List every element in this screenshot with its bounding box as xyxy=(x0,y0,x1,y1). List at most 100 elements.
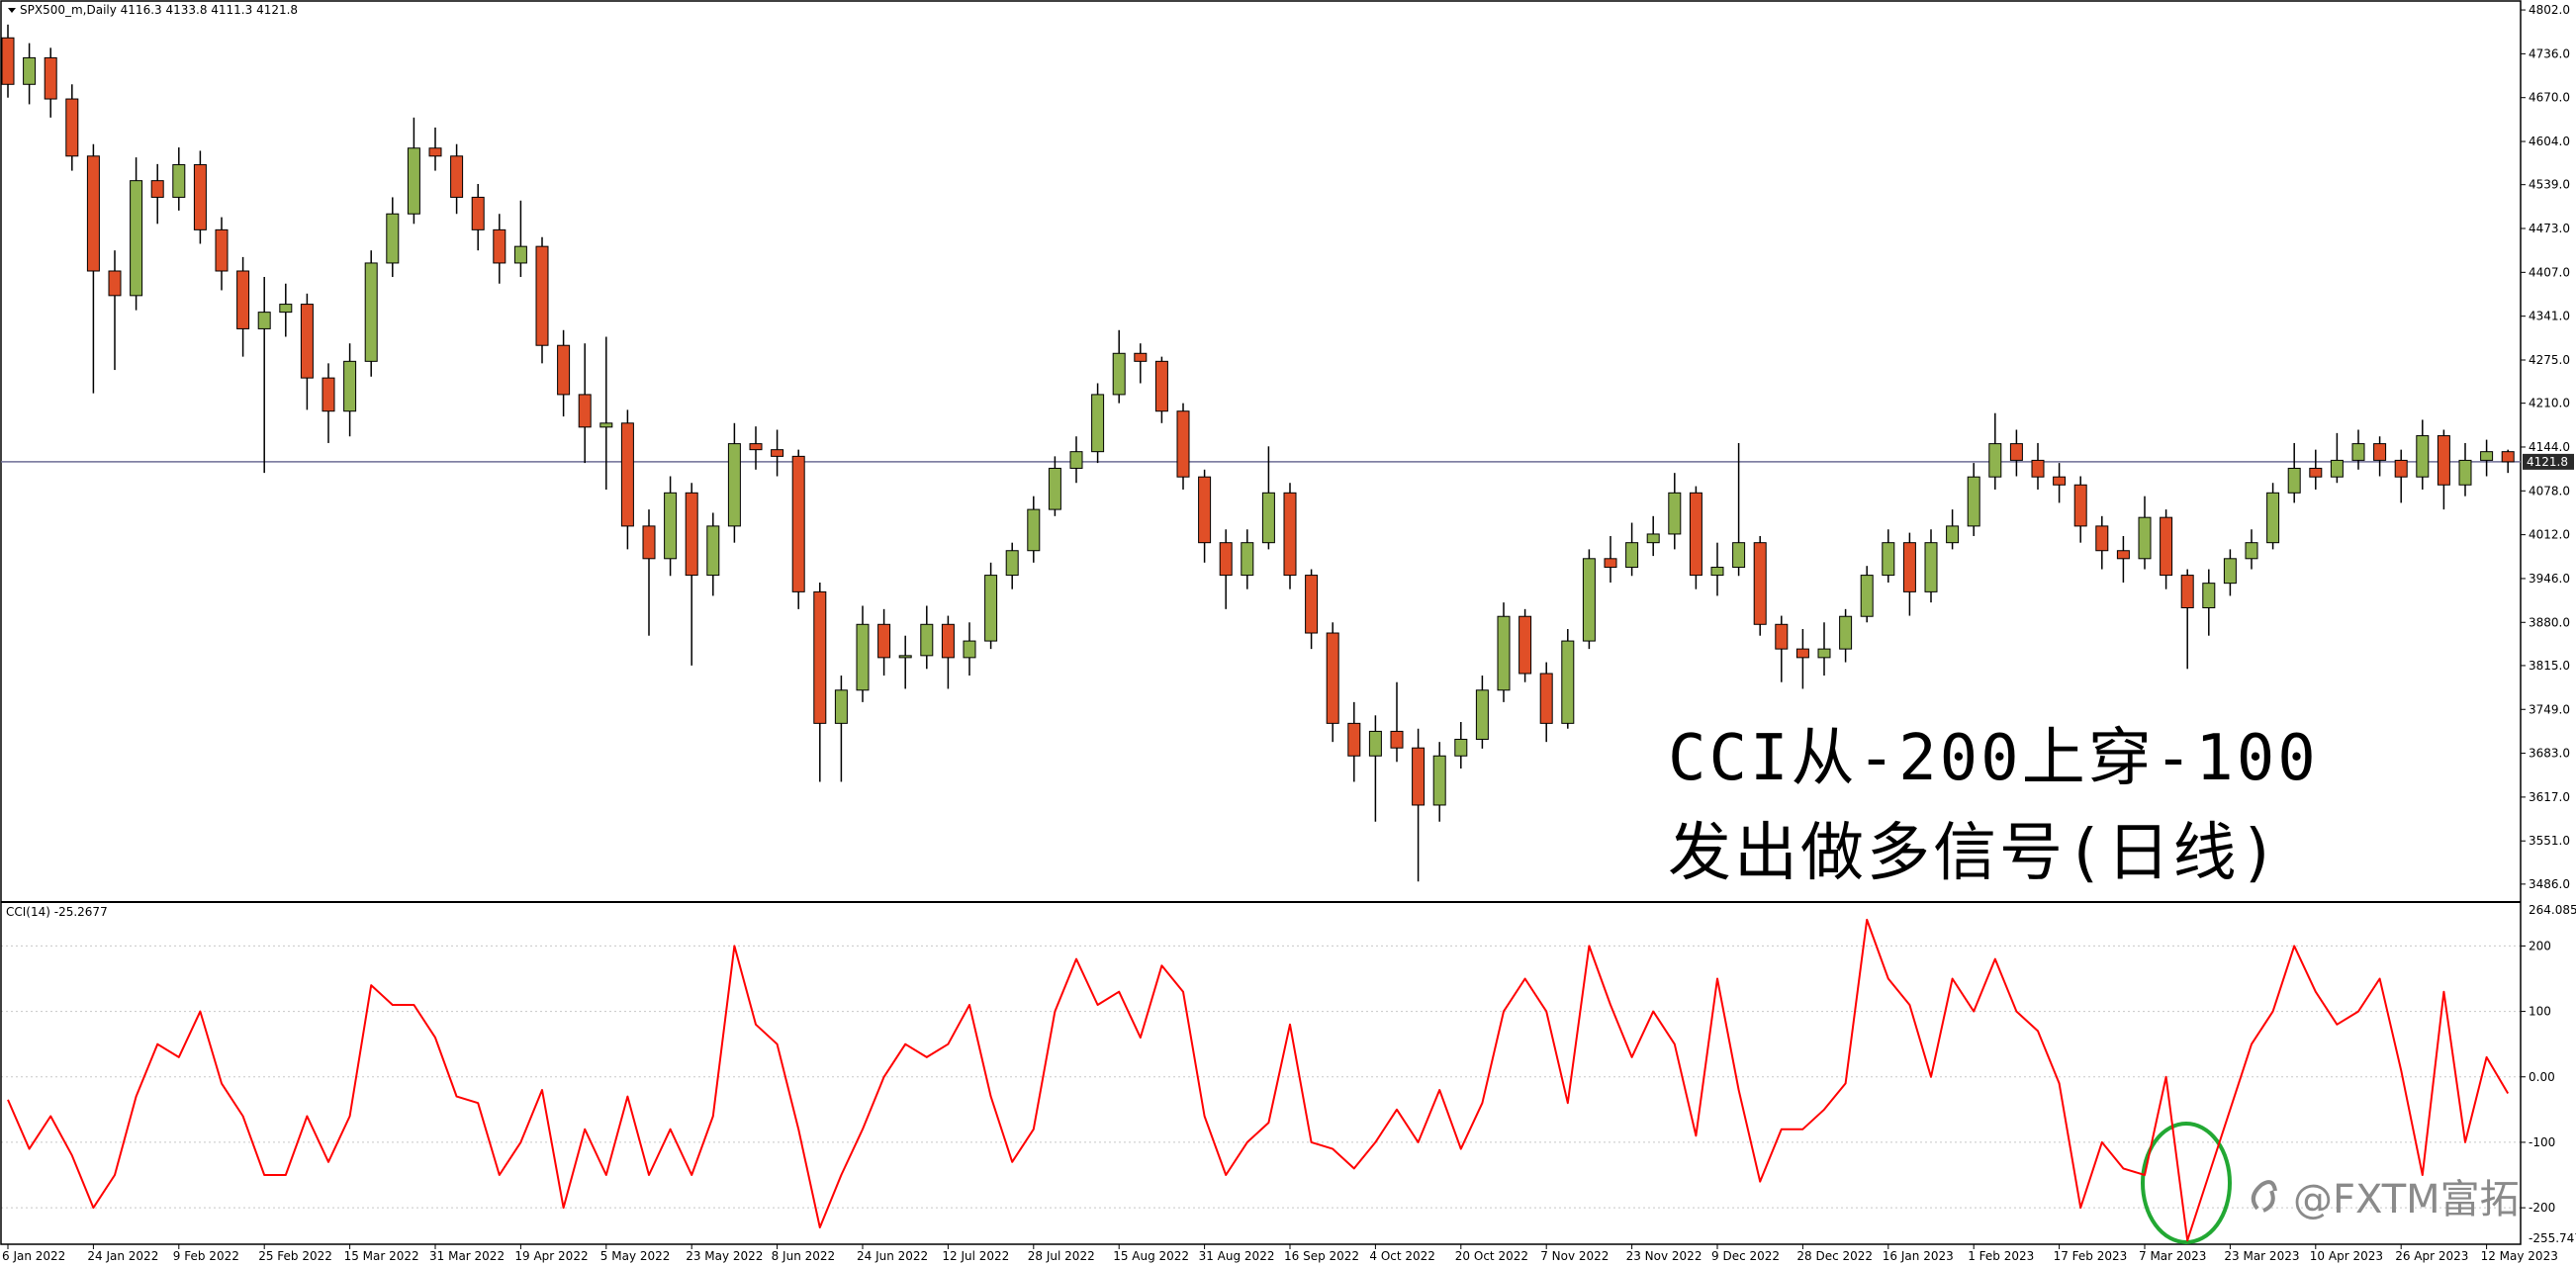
candle-body xyxy=(578,394,592,428)
candle-body xyxy=(2330,459,2344,478)
y-tick-label: 3749.0 xyxy=(2529,702,2570,716)
candle-body xyxy=(279,304,293,314)
candle-body xyxy=(1069,451,1083,469)
x-tick-label: 23 May 2022 xyxy=(686,1249,763,1263)
x-tick-label: 1 Feb 2023 xyxy=(1968,1249,2034,1263)
candle-body xyxy=(664,492,678,560)
candle-body xyxy=(471,196,485,230)
candle-body xyxy=(236,270,250,329)
candle-body xyxy=(322,377,335,412)
y-tick-label: 3683.0 xyxy=(2529,747,2570,761)
candle-body xyxy=(706,525,720,577)
candle-body xyxy=(2351,443,2365,461)
candle-body xyxy=(1048,467,1061,510)
cci-line xyxy=(7,918,2510,1242)
x-tick-label: 4 Oct 2022 xyxy=(1369,1249,1435,1263)
candle-body xyxy=(1860,575,1874,617)
candle-body xyxy=(300,304,314,379)
candle-body xyxy=(599,422,613,428)
candle-body xyxy=(65,98,79,157)
candle-body xyxy=(1261,492,1275,544)
y-limit-label: 264.0853 xyxy=(2529,903,2576,917)
y-tick-label: 3815.0 xyxy=(2529,659,2570,673)
last-price-label: 4121.8 xyxy=(2527,455,2568,469)
candle-body xyxy=(963,640,976,659)
x-tick-label: 9 Feb 2022 xyxy=(173,1249,239,1263)
candle-body xyxy=(364,262,378,362)
menu-icon xyxy=(8,8,16,13)
y-tick-label: 4210.0 xyxy=(2529,397,2570,410)
candle-body xyxy=(1,37,15,85)
plot-frame xyxy=(0,0,2522,1245)
candle-body xyxy=(44,56,57,100)
candle-body xyxy=(1027,508,1041,552)
candle-body xyxy=(642,525,656,560)
y-tick-label: 4407.0 xyxy=(2529,265,2570,279)
candle-body xyxy=(1326,632,1339,724)
candle-body xyxy=(1497,615,1511,691)
candle-body xyxy=(513,245,527,264)
candle-body xyxy=(2180,575,2194,608)
candle-body xyxy=(1988,443,2002,478)
candle-body xyxy=(108,270,122,297)
x-tick-label: 19 Apr 2022 xyxy=(514,1249,588,1263)
candle-body xyxy=(2309,467,2323,478)
candle-body xyxy=(1091,394,1105,453)
x-tick-label: 16 Jan 2023 xyxy=(1883,1249,1954,1263)
y-tick-label: 4539.0 xyxy=(2529,178,2570,192)
x-tick-label: 16 Sep 2022 xyxy=(1284,1249,1359,1263)
candle-body xyxy=(1646,533,1660,544)
y-tick-label: 4802.0 xyxy=(2529,3,2570,17)
candle-body xyxy=(1539,673,1553,724)
y-tick-label: 0.00 xyxy=(2529,1070,2555,1084)
candle-body xyxy=(2458,459,2472,486)
candle-body xyxy=(2287,467,2301,494)
candle-body xyxy=(1795,648,1809,659)
x-tick-label: 20 Oct 2022 xyxy=(1455,1249,1528,1263)
candle-body xyxy=(1475,689,1489,740)
y-tick-label: 4012.0 xyxy=(2529,528,2570,542)
candle-body xyxy=(1775,623,1789,650)
candle-body xyxy=(1967,476,1980,527)
candle-body xyxy=(2053,476,2067,486)
candle-body xyxy=(1902,542,1916,592)
y-tick-label: 4341.0 xyxy=(2529,310,2570,323)
candle-body xyxy=(1732,542,1746,569)
x-tick-label: 28 Dec 2022 xyxy=(1796,1249,1873,1263)
candle-body xyxy=(2245,542,2258,560)
x-tick-label: 12 Jul 2022 xyxy=(942,1249,1009,1263)
candle-body xyxy=(172,164,186,198)
candle-body xyxy=(428,147,442,157)
y-tick-label: 3880.0 xyxy=(2529,615,2570,629)
candle-body xyxy=(2073,484,2087,527)
x-tick-label: 5 May 2022 xyxy=(600,1249,671,1263)
candle-body xyxy=(343,360,357,412)
candle-body xyxy=(2031,459,2045,478)
candle-body xyxy=(813,590,827,724)
y-tick-label: -200 xyxy=(2529,1201,2555,1215)
candle-body xyxy=(727,443,741,527)
x-tick-label: 24 Jan 2022 xyxy=(87,1249,158,1263)
candle-body xyxy=(898,655,912,659)
y-tick-label: 3486.0 xyxy=(2529,877,2570,891)
y-tick-label: 3946.0 xyxy=(2529,572,2570,586)
x-tick-label: 17 Feb 2023 xyxy=(2054,1249,2128,1263)
candle-body xyxy=(1689,492,1702,577)
chart-title: SPX500_m,Daily 4116.3 4133.8 4111.3 4121… xyxy=(20,3,298,17)
x-tick-label: 15 Mar 2022 xyxy=(344,1249,419,1263)
candle-body xyxy=(557,344,571,396)
candle-body xyxy=(1817,648,1831,659)
candle-body xyxy=(1625,542,1639,569)
candle-body xyxy=(386,213,400,264)
candle-body xyxy=(1924,542,1938,592)
x-tick-label: 23 Mar 2023 xyxy=(2224,1249,2299,1263)
candle-body xyxy=(1432,755,1446,806)
y-tick-label: 3551.0 xyxy=(2529,834,2570,848)
candle-body xyxy=(535,245,549,346)
candle-body xyxy=(1561,640,1575,724)
candle-body xyxy=(130,180,143,297)
candle-body xyxy=(86,155,100,272)
candle-body xyxy=(1668,492,1682,535)
candle-body xyxy=(150,180,164,198)
